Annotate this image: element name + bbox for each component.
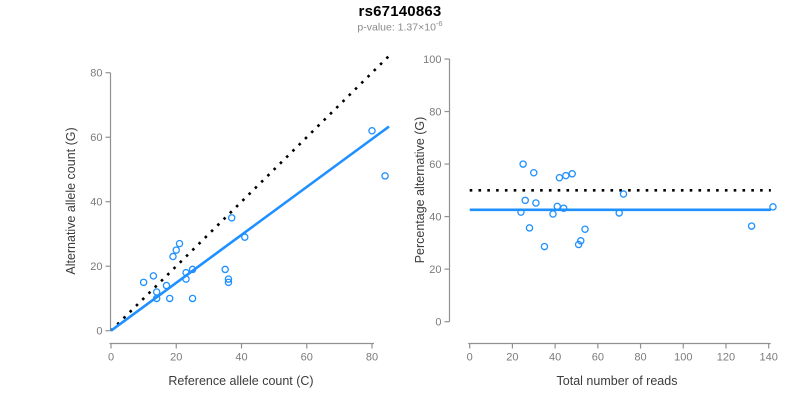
left-plot-data-point xyxy=(149,272,158,280)
left-plot-data-point xyxy=(188,294,197,303)
right-plot-data-point xyxy=(521,196,529,205)
right-plot-xtick-label: 120 xyxy=(717,352,735,364)
right-plot-ytick-label: 100 xyxy=(423,54,441,66)
right-plot-ytick-label: 40 xyxy=(429,212,441,224)
left-plot-data-point xyxy=(182,275,190,283)
pvalue-text: p-value: 1.37×10 xyxy=(357,21,436,34)
left-plot-data-point xyxy=(152,294,161,303)
left-plot-data-point xyxy=(241,233,249,241)
right-plot-xtick-label: 80 xyxy=(634,352,646,364)
page-title: rs67140863 xyxy=(358,3,442,20)
left-plot-ytick-label: 40 xyxy=(90,197,102,209)
right-plot-xtick-label: 40 xyxy=(549,352,561,364)
pvalue-subtitle: p-value: 1.37×10-6 xyxy=(0,19,800,34)
right-plot-xtick-label: 60 xyxy=(592,352,604,364)
right-yaxis-title: Percentage alternative (G) xyxy=(413,116,427,264)
right-plot-data-point xyxy=(577,237,585,245)
left-plot-xtick-label: 60 xyxy=(301,352,313,364)
left-plot-data-point xyxy=(162,281,171,290)
left-plot-data-point xyxy=(381,172,389,180)
left-plot-data-point xyxy=(169,252,177,261)
right-plot-data-point xyxy=(562,171,570,180)
right-plot-ytick-label: 60 xyxy=(429,159,441,171)
identity-line xyxy=(110,55,390,332)
left-plot-ytick-label: 20 xyxy=(90,261,102,273)
right-plot-xtick-label: 20 xyxy=(506,352,518,364)
left-plot-xtick-label: 0 xyxy=(108,352,114,364)
right-xaxis-title: Total number of reads xyxy=(556,374,678,388)
right-plot-ytick-label: 20 xyxy=(429,264,441,276)
fit-line xyxy=(110,125,390,332)
left-plot-xtick-label: 80 xyxy=(366,352,378,364)
left-plot-data-point xyxy=(188,265,197,274)
left-plot-data-point xyxy=(175,239,184,248)
right-plot-data-point xyxy=(581,225,589,233)
right-plot-data-point xyxy=(540,242,549,251)
pvalue-exponent: -6 xyxy=(435,19,443,28)
left-plot-xtick-label: 40 xyxy=(235,352,247,364)
right-plot-data-point xyxy=(555,173,564,182)
right-plot-xtick-label: 140 xyxy=(760,352,778,364)
left-plot-data-point xyxy=(224,278,233,287)
right-plot-data-point xyxy=(553,202,562,211)
left-plot-data-point xyxy=(227,214,236,222)
right-plot-data-point xyxy=(615,209,623,217)
left-plot-data-point xyxy=(139,278,148,287)
right-plot-data-point xyxy=(525,224,534,232)
right-plot-data-point xyxy=(517,208,525,216)
right-plot-ytick-label: 0 xyxy=(435,317,441,329)
left-plot-data-point xyxy=(224,275,233,283)
left-plot-data-point xyxy=(165,294,174,303)
left-plot-group: 0 20 40 60 80 0 20 40 60 80 xyxy=(90,55,390,364)
right-plot-ytick-label: 80 xyxy=(429,107,441,119)
left-plot-data-point xyxy=(368,127,376,135)
left-xaxis-title: Reference allele count (C) xyxy=(168,374,314,388)
right-plot-data-point xyxy=(549,210,557,218)
right-plot-data-point xyxy=(619,190,628,198)
right-plot-group: 0 20 40 60 80 100 0 20 40 60 80 100 120 140 xyxy=(423,54,778,364)
left-plot-data-point xyxy=(152,288,161,296)
right-plot-data-point xyxy=(519,160,527,168)
right-plot-data-point xyxy=(568,170,576,178)
right-plot-data-point xyxy=(747,222,756,230)
left-plot-data-point xyxy=(221,265,229,274)
right-plot-xtick-label: 0 xyxy=(467,352,473,364)
right-plot-data-point xyxy=(532,199,540,207)
left-plot-ytick-label: 0 xyxy=(96,326,102,338)
left-plot-ytick-label: 80 xyxy=(90,68,102,80)
right-plot-data-point xyxy=(769,203,777,211)
right-plot-xtick-label: 100 xyxy=(674,352,692,364)
left-plot-data-point xyxy=(172,246,180,254)
right-plot-data-point xyxy=(559,204,568,212)
right-plot-data-point xyxy=(530,168,538,177)
left-plot-ytick-label: 60 xyxy=(90,132,102,144)
right-plot-data-point xyxy=(574,240,583,249)
left-plot-xtick-label: 20 xyxy=(170,352,182,364)
left-yaxis-title: Alternative allele count (G) xyxy=(64,127,78,275)
